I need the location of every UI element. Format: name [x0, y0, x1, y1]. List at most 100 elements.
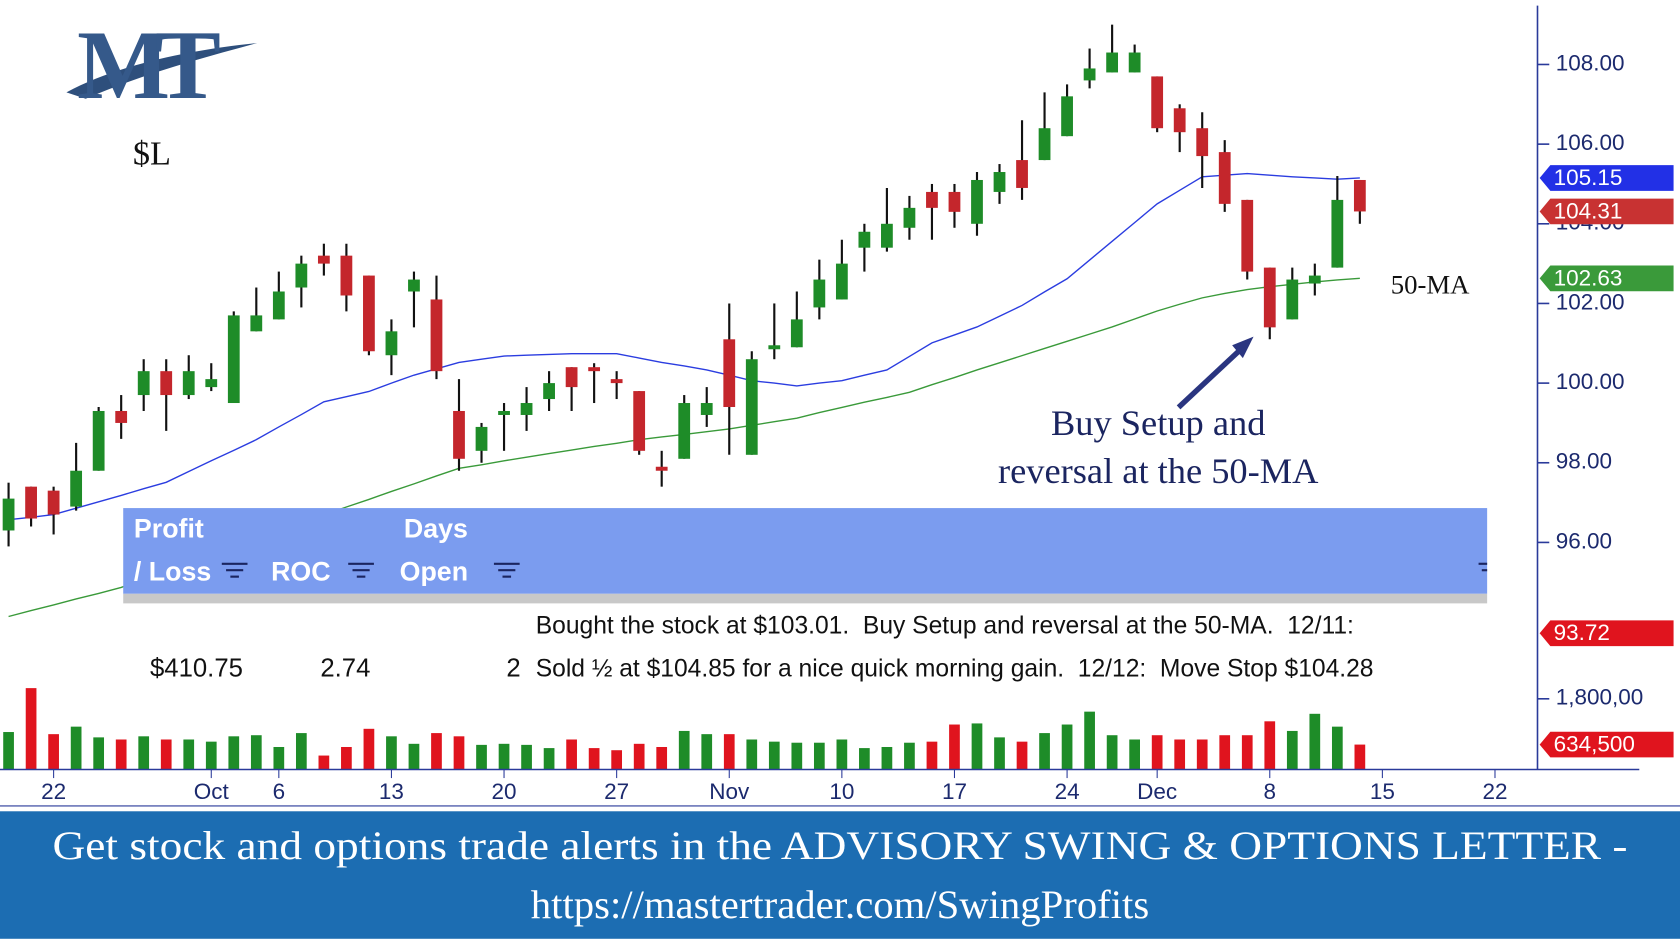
annotation-arrowhead	[1232, 336, 1254, 359]
candle-body	[25, 486, 37, 519]
price-tag	[1539, 165, 1674, 191]
volume-bar	[48, 734, 59, 770]
candle-body	[2, 498, 15, 531]
banner-link[interactable]: https://mastertrader.com/SwingProfits	[531, 882, 1149, 927]
volume-bar	[656, 746, 668, 770]
candle-body	[272, 291, 285, 320]
volume-bar	[521, 744, 532, 770]
candle-body	[385, 331, 398, 356]
candle-body	[1286, 279, 1299, 320]
x-tick-label: 10	[829, 779, 854, 804]
moving-average	[8, 172, 1360, 521]
filter-icons	[221, 562, 1488, 578]
x-tick-label: 6	[273, 779, 286, 804]
price-tag-label: 105.15	[1554, 165, 1623, 190]
volume-bar	[1106, 735, 1118, 770]
candle-body	[926, 191, 938, 208]
candle-body	[745, 359, 758, 455]
candle-body	[1353, 179, 1366, 212]
volume-bar	[1151, 735, 1163, 770]
candle-body	[790, 319, 803, 348]
volume-bar	[881, 746, 893, 770]
volume-bar	[228, 736, 240, 770]
volume-bar	[971, 723, 983, 770]
volume-bar	[994, 737, 1005, 770]
annotation: reversal at the 50-MA	[998, 451, 1319, 491]
volume-bar	[633, 743, 645, 770]
volume-bar	[543, 748, 555, 770]
candle-body	[1061, 96, 1073, 137]
price-tag	[1539, 620, 1674, 647]
candle-body	[678, 403, 691, 459]
volume-bar	[1309, 713, 1321, 770]
volume-bar	[701, 734, 713, 770]
volume-bar	[498, 743, 510, 770]
candle-body	[948, 191, 961, 212]
candle-body	[520, 403, 533, 415]
volume-bar	[723, 734, 735, 770]
volume-bar	[476, 744, 487, 770]
x-tick-label: 13	[379, 779, 404, 804]
candle-body	[430, 299, 443, 372]
candle-body	[1308, 275, 1321, 284]
price-tag	[1539, 731, 1674, 758]
y-tick-label: 108.00	[1556, 50, 1625, 75]
table-divider	[123, 593, 1488, 604]
volume-bar	[1264, 721, 1276, 770]
x-tick-label: Oct	[194, 779, 230, 804]
candle-body	[227, 315, 240, 404]
volume-bar	[949, 724, 960, 770]
candle-body	[1128, 52, 1141, 73]
volume-bar	[25, 688, 37, 770]
table-note: Bought the stock at $103.01. Buy Setup a…	[536, 613, 1354, 640]
candle-body	[858, 231, 871, 248]
candle-body	[543, 383, 555, 400]
volume-bar	[295, 733, 307, 770]
banner	[0, 811, 1680, 939]
candle-body	[835, 263, 848, 300]
candle-body	[723, 339, 736, 408]
table-header-cell: ROC	[271, 557, 330, 587]
volume-bar	[273, 746, 285, 770]
x-tick-label: 15	[1370, 779, 1395, 804]
candle-body	[588, 367, 601, 372]
candle-body	[1263, 267, 1276, 328]
candle-body	[70, 470, 83, 507]
volume-tick-label: 1,800,00	[1556, 685, 1644, 710]
volume-bar	[1061, 724, 1073, 770]
x-tick-label: 27	[604, 779, 629, 804]
y-tick-label: 102.00	[1556, 289, 1625, 314]
volume-bar	[408, 743, 420, 770]
y-tick-label: 98.00	[1556, 449, 1612, 474]
volume-bar	[1196, 739, 1208, 770]
candle-body	[363, 275, 375, 352]
candle-body	[47, 490, 60, 515]
candle-body	[565, 367, 578, 388]
volume-bar	[588, 748, 600, 770]
annotation-arrow	[1176, 345, 1245, 410]
volume-bar	[1084, 711, 1095, 770]
candle-body	[453, 410, 465, 459]
volume-bar	[453, 736, 465, 770]
candle-body	[250, 315, 263, 332]
candle-body	[971, 179, 983, 224]
candle-body	[92, 410, 105, 471]
candle-body	[1038, 128, 1051, 161]
table-body	[123, 603, 1488, 690]
candle-body	[1331, 199, 1344, 268]
y-tick-label: 100.00	[1556, 369, 1625, 394]
table-cell: 2	[506, 655, 520, 683]
candle-body	[1196, 128, 1209, 157]
candle-body	[655, 466, 668, 471]
volume-bar	[1241, 735, 1253, 770]
x-tick-label: 22	[1482, 779, 1507, 804]
candle-body	[993, 172, 1006, 192]
volume-bar	[1331, 726, 1343, 770]
table-header	[123, 508, 1488, 594]
volume-bar	[926, 741, 938, 770]
candle-body	[408, 279, 420, 292]
candle-body	[881, 223, 893, 248]
volume-bar	[859, 748, 870, 770]
